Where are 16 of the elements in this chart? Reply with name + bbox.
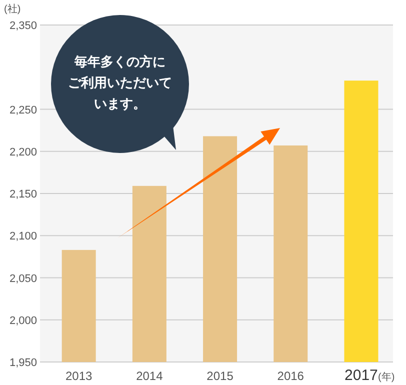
annotation: 毎年多くの方にご利用いただいています。 bbox=[68, 54, 172, 111]
y-tick-label: 1,950 bbox=[9, 357, 37, 369]
y-tick-label: 2,050 bbox=[9, 272, 37, 285]
y-tick-label: 2,100 bbox=[9, 230, 37, 243]
x-tick-label: 2017 bbox=[344, 367, 378, 384]
x-tick-label: 2014 bbox=[136, 369, 164, 383]
x-tick-label: 2013 bbox=[65, 369, 92, 383]
y-tick-label: 2,150 bbox=[9, 188, 37, 200]
y-tick-label: 2,200 bbox=[9, 146, 37, 158]
y-tick-label: 2,000 bbox=[9, 314, 37, 327]
x-tick-label: 2015 bbox=[206, 369, 234, 383]
y-tick-label: 2,250 bbox=[9, 104, 37, 116]
y-tick-label: 2,350 bbox=[9, 20, 37, 32]
y-axis-title: (社) bbox=[4, 3, 21, 15]
x-axis-title: (年) bbox=[378, 371, 395, 383]
x-tick-label: 2016 bbox=[277, 369, 304, 383]
